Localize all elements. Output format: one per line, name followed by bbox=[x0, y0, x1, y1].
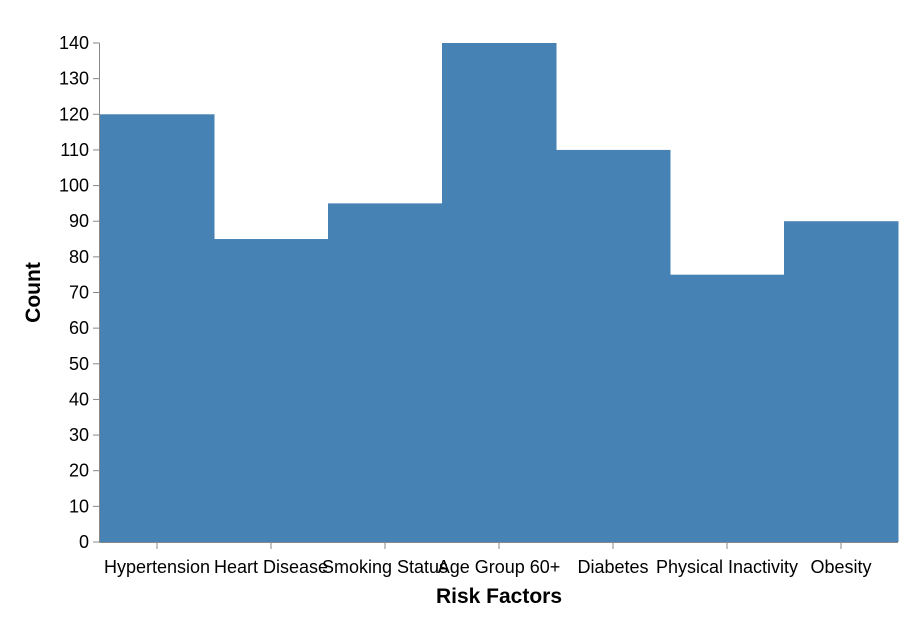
x-tick-label: Age Group 60+ bbox=[438, 557, 561, 577]
bar-obesity bbox=[784, 221, 899, 542]
bars-group bbox=[100, 43, 899, 543]
x-tick-label: Hypertension bbox=[104, 557, 210, 577]
y-tick-label: 20 bbox=[69, 461, 89, 481]
y-tick-label: 130 bbox=[59, 69, 89, 89]
bar-physical-inactivity bbox=[670, 274, 785, 542]
x-axis-title: Risk Factors bbox=[436, 585, 562, 608]
y-tick-label: 110 bbox=[60, 140, 89, 160]
y-tick-label: 60 bbox=[69, 318, 89, 338]
y-tick-label: 0 bbox=[79, 532, 89, 552]
bar-hypertension bbox=[100, 114, 215, 543]
x-tick-label: Obesity bbox=[810, 557, 871, 577]
y-tick-label: 120 bbox=[59, 104, 89, 124]
y-tick-label: 140 bbox=[59, 33, 89, 53]
y-tick-label: 10 bbox=[69, 496, 89, 516]
y-tick-label: 40 bbox=[69, 389, 89, 409]
x-tick-label: Diabetes bbox=[577, 557, 648, 577]
y-tick-label: 90 bbox=[69, 211, 89, 231]
bar-age-group-60- bbox=[442, 43, 557, 542]
y-axis-title: Count bbox=[22, 262, 45, 323]
y-tick-label: 80 bbox=[69, 247, 89, 267]
y-tick-label: 100 bbox=[59, 176, 89, 196]
y-tick-label: 50 bbox=[69, 354, 89, 374]
bar-heart-disease bbox=[214, 239, 329, 543]
y-axis: 0 10 20 30 40 50 60 70 80 90 100 110 120 130 140 bbox=[59, 33, 100, 552]
x-tick-label: Smoking Status bbox=[322, 557, 448, 577]
bar-diabetes bbox=[556, 149, 671, 542]
bar-smoking-status bbox=[328, 203, 443, 542]
y-tick-label: 70 bbox=[69, 283, 89, 303]
y-tick-label: 30 bbox=[69, 425, 89, 445]
x-tick-label: Physical Inactivity bbox=[656, 557, 798, 577]
x-tick-label: Heart Disease bbox=[214, 557, 328, 577]
